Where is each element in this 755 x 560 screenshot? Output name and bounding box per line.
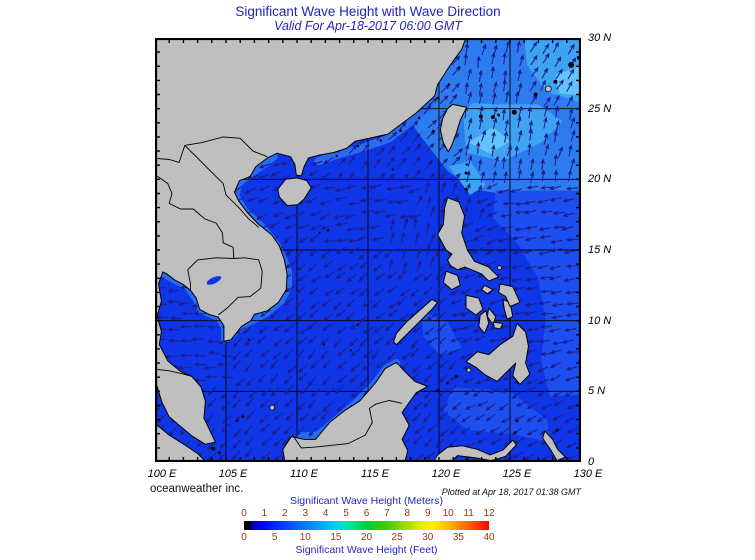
lon-axis: 100 E 105 E 110 E 115 E 120 E 125 E 130 E xyxy=(0,468,755,482)
land-negros xyxy=(478,310,490,334)
lon-tick-label: 130 E xyxy=(573,468,603,480)
colorbar-ticks-meters: 0 1 2 3 4 5 6 7 8 9 10 11 12 xyxy=(241,508,494,519)
lon-tick-label: 125 E xyxy=(502,468,532,480)
map-layers xyxy=(155,38,581,462)
land-sumatra xyxy=(155,422,207,462)
lat-tick-label: 30 N xyxy=(588,32,612,44)
small-islands-layer xyxy=(211,55,581,455)
land-mainland-asia xyxy=(155,38,467,445)
land-samar xyxy=(498,283,521,307)
lon-tick-label: 120 E xyxy=(431,468,461,480)
colorbar-tick-label: 1 xyxy=(261,508,268,519)
land-mindanao xyxy=(465,323,531,385)
chart-title: Significant Wave Height with Wave Direct… xyxy=(235,4,501,19)
colorbar-title-meters: Significant Wave Height (Meters) xyxy=(289,495,444,507)
land-layer xyxy=(155,38,566,462)
colorbar-ticks-feet: 0 5 10 15 20 25 30 35 40 xyxy=(241,532,494,543)
land-hainan xyxy=(277,177,312,206)
colorbar-tick-label: 6 xyxy=(363,508,370,519)
lat-tick-label: 25 N xyxy=(588,102,612,115)
land-cebu xyxy=(486,307,497,326)
land-palawan xyxy=(393,299,439,346)
lat-tick-label: 20 N xyxy=(588,173,612,186)
colorbar-tick-label: 4 xyxy=(322,508,329,519)
lat-tick-label: 10 N xyxy=(588,314,612,327)
country-borders xyxy=(155,136,403,449)
lon-tick-label: 110 E xyxy=(290,468,318,480)
colorbar-tick-label: 40 xyxy=(483,532,495,543)
colorbar-tick-label: 15 xyxy=(330,532,342,543)
lat-tick-label: 0 xyxy=(588,456,595,468)
colorbar-tick-label: 5 xyxy=(343,508,349,519)
colorbar-tick-label: 8 xyxy=(404,508,411,519)
colorbar-tick-label: 20 xyxy=(360,532,373,543)
land-masbate xyxy=(481,284,494,295)
colorbar-tick-label: 7 xyxy=(384,508,390,519)
lon-tick-label: 100 E xyxy=(147,468,177,480)
colorbar-tick-label: 0 xyxy=(241,508,247,519)
land-panay xyxy=(465,294,484,316)
colorbar-gradient xyxy=(244,521,489,530)
colorbar-tick-label: 35 xyxy=(452,532,464,543)
land-mindoro xyxy=(442,270,461,291)
degree-ticks xyxy=(155,38,581,462)
lat-tick-label: 5 N xyxy=(588,385,606,398)
wave-height-map xyxy=(155,38,581,462)
colorbar-tick-label: 11 xyxy=(463,508,474,519)
lat-tick-label: 15 N xyxy=(588,244,612,256)
colorbar-tick-label: 12 xyxy=(483,508,495,519)
map-border xyxy=(155,38,581,462)
land-taiwan xyxy=(439,103,468,153)
lat-axis: 30 N 25 N 20 N 15 N 10 N 5 N 0 xyxy=(588,32,638,468)
colorbar-tick-label: 3 xyxy=(302,508,309,519)
lake-tonle-sap xyxy=(206,276,222,285)
land-borneo xyxy=(282,361,429,462)
colorbar-tick-label: 0 xyxy=(241,532,247,543)
colorbar-title-feet: Significant Wave Height (Feet) xyxy=(295,544,438,556)
colorbar-tick-label: 5 xyxy=(271,532,278,543)
chart-subtitle: Valid For Apr-18-2017 06:00 GMT xyxy=(274,19,462,33)
credit: oceanweather inc. xyxy=(150,483,244,495)
colorbar-tick-label: 10 xyxy=(299,532,311,543)
lon-tick-label: 105 E xyxy=(218,468,248,480)
colorbar-tick-label: 2 xyxy=(282,508,288,519)
lon-tick-label: 115 E xyxy=(361,468,389,480)
land-bohol xyxy=(492,321,504,330)
map-frame xyxy=(155,38,581,462)
colorbar-tick-label: 30 xyxy=(422,532,434,543)
plotted-at: Plotted at Apr 18, 2017 01:38 GMT xyxy=(441,487,581,497)
colorbar-tick-label: 10 xyxy=(442,508,454,519)
colorbar-tick-label: 25 xyxy=(391,532,403,543)
land-sulawesi-north xyxy=(432,439,517,462)
land-luzon xyxy=(437,197,500,282)
colorbar-tick-label: 9 xyxy=(425,508,431,519)
